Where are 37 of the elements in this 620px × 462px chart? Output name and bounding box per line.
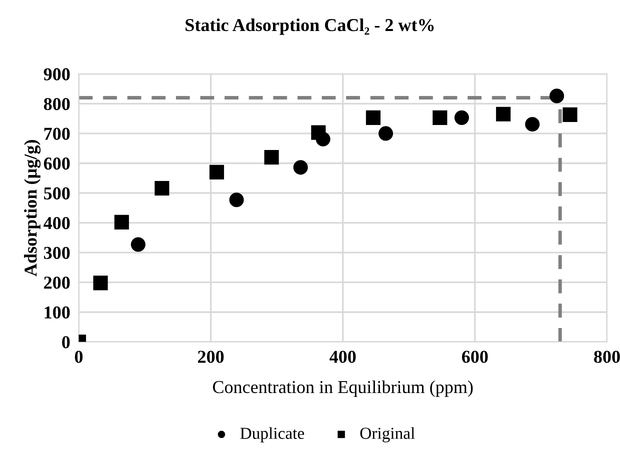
point: [114, 214, 129, 230]
point: [311, 125, 326, 140]
x-tick-label: 400: [330, 350, 356, 363]
point: [209, 164, 224, 180]
point: [496, 106, 511, 122]
x-tick-label: 200: [198, 350, 224, 363]
chart-title: Static Adsorption CaCl₂ - 2 wt%: [186, 18, 434, 35]
y-tick-label: 500: [44, 187, 70, 200]
y-axis-title: Adsorption (µg/g): [24, 140, 41, 276]
y-tick-label: 300: [44, 246, 70, 259]
legend-label: Duplicate: [240, 427, 304, 442]
point: [130, 237, 146, 252]
x-tick-label: 600: [462, 350, 488, 363]
point: [229, 192, 244, 208]
y-tick-label: 900: [44, 68, 70, 80]
point: [562, 107, 578, 122]
point: [432, 110, 448, 125]
y-tick-label: 700: [44, 128, 70, 140]
point: [366, 110, 381, 125]
point: [293, 160, 308, 175]
point: [454, 110, 469, 125]
point: [154, 180, 170, 196]
legend-label: Original: [360, 427, 415, 442]
point: [378, 126, 394, 141]
y-tick-label: 0: [62, 336, 70, 348]
y-tick-label: 100: [44, 306, 70, 319]
y-tick-label: 800: [44, 98, 70, 110]
x-axis-title: Concentration in Equilibrium (ppm): [212, 380, 473, 397]
y-tick-label: 600: [44, 157, 70, 170]
point: [93, 276, 108, 290]
point: [264, 150, 279, 165]
point: [525, 116, 540, 132]
point: [550, 88, 564, 104]
y-tick-label: 400: [44, 217, 70, 230]
x-tick-label: 800: [594, 350, 620, 363]
x-tick-label: 0: [74, 350, 83, 363]
y-tick-label: 200: [44, 276, 70, 289]
